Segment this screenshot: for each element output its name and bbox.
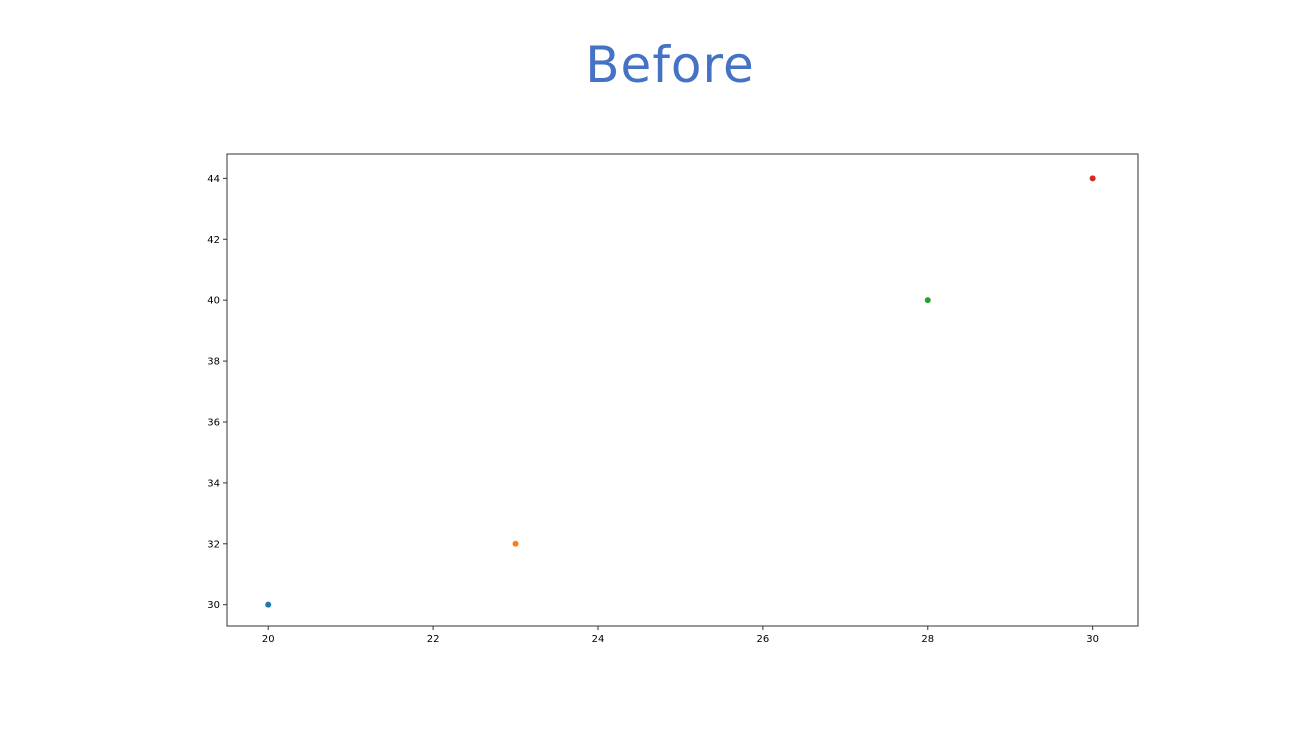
scatter-point — [512, 540, 519, 547]
y-tick-label: 36 — [207, 417, 220, 428]
y-tick-label: 30 — [207, 600, 220, 611]
y-tick-label: 38 — [207, 357, 220, 368]
scatter-point — [1089, 175, 1096, 182]
y-tick-label: 32 — [207, 539, 220, 550]
x-tick-label: 28 — [921, 634, 934, 645]
x-tick-label: 26 — [757, 634, 770, 645]
slide-title: Before — [585, 36, 755, 94]
plot-frame — [226, 153, 1139, 627]
y-tick-label: 40 — [207, 296, 220, 307]
x-tick-label: 22 — [427, 634, 440, 645]
y-tick-label: 42 — [207, 235, 220, 246]
x-tick-label: 20 — [262, 634, 275, 645]
y-tick-label: 34 — [207, 478, 220, 489]
x-tick-label: 24 — [592, 634, 605, 645]
y-axis: 30 32 34 36 38 40 42 44 — [207, 174, 227, 611]
data-points — [265, 175, 1096, 608]
x-axis: 20 22 24 26 28 30 — [262, 626, 1099, 645]
scatter-point — [265, 601, 272, 608]
scatter-point — [924, 297, 931, 304]
y-tick-label: 44 — [207, 174, 220, 185]
x-tick-label: 30 — [1086, 634, 1099, 645]
